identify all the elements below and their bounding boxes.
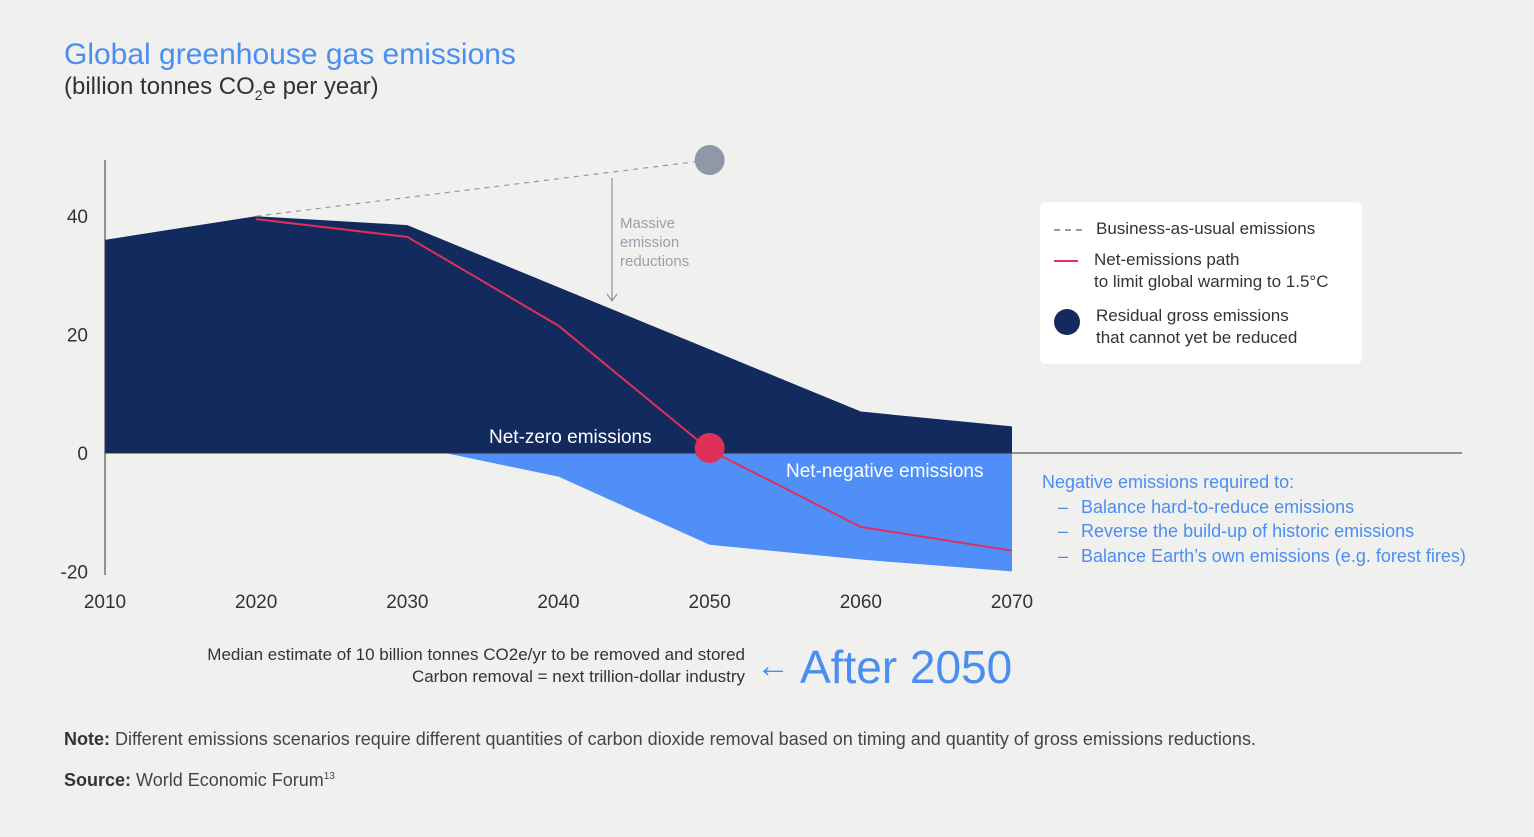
- removal-estimate-note: Median estimate of 10 billion tonnes CO2…: [0, 644, 745, 688]
- removal-estimate-line2: Carbon removal = next trillion-dollar in…: [411, 667, 745, 686]
- red-line-icon: [1054, 260, 1078, 262]
- subtitle-pre: (billion tonnes CO: [64, 73, 255, 100]
- legend-label-bau: Business-as-usual emissions: [1096, 219, 1316, 238]
- removal-estimate-line1: Median estimate of 10 billion tonnes CO2…: [207, 645, 745, 664]
- dashed-line-icon: [1054, 229, 1082, 231]
- source-footnote-ref: 13: [323, 771, 335, 782]
- y-tick-label: 0: [77, 444, 88, 465]
- note-label: Note:: [64, 729, 110, 749]
- x-tick-label: 2070: [991, 592, 1033, 613]
- massive-reductions-label: reductions: [620, 253, 689, 270]
- negative-note-item: Balance hard-to-reduce emissions: [1042, 495, 1466, 520]
- negative-emissions-area: [105, 453, 1012, 572]
- x-tick-label: 2020: [235, 592, 277, 613]
- y-tick-label: 40: [67, 207, 88, 228]
- x-tick-label: 2050: [689, 592, 731, 613]
- legend: Business-as-usual emissions Net-emission…: [1040, 202, 1362, 364]
- legend-item-residual: Residual gross emissions that cannot yet…: [1054, 305, 1297, 349]
- net-negative-label: Net-negative emissions: [786, 461, 983, 482]
- after-2050-label: After 2050: [800, 641, 1013, 693]
- massive-reductions-label: emission: [620, 234, 679, 251]
- x-tick-label: 2030: [386, 592, 428, 613]
- navy-dot-icon: [1054, 309, 1080, 335]
- subtitle-sub: 2: [254, 86, 263, 103]
- x-tick-label: 2010: [84, 592, 126, 613]
- bau-emissions-line: [256, 159, 710, 217]
- gross-emissions-area: [105, 216, 1012, 453]
- legend-label-net-path: Net-emissions path to limit global warmi…: [1094, 250, 1329, 291]
- net-zero-marker: [694, 433, 725, 464]
- note-text: Different emissions scenarios require di…: [110, 729, 1256, 749]
- chart-subtitle: (billion tonnes CO2e per year): [64, 72, 516, 110]
- negative-emissions-note: Negative emissions required to: Balance …: [1042, 470, 1466, 568]
- source-text: World Economic Forum: [131, 770, 324, 790]
- footnote: Note: Different emissions scenarios requ…: [64, 729, 1256, 750]
- negative-note-list: Balance hard-to-reduce emissions Reverse…: [1042, 495, 1466, 569]
- left-arrow-icon: ←: [756, 647, 790, 685]
- legend-item-bau: Business-as-usual emissions: [1054, 218, 1315, 240]
- legend-item-net-path: Net-emissions path to limit global warmi…: [1054, 249, 1329, 293]
- source-line: Source: World Economic Forum13: [64, 770, 335, 791]
- x-tick-label: 2040: [537, 592, 579, 613]
- reductions-arrow-head: [606, 293, 618, 303]
- legend-label-residual: Residual gross emissions that cannot yet…: [1096, 306, 1298, 347]
- net-emissions-line: [256, 218, 1013, 552]
- subtitle-post: e per year): [262, 73, 379, 100]
- net-zero-label: Net-zero emissions: [489, 427, 652, 448]
- negative-note-heading: Negative emissions required to:: [1042, 472, 1295, 492]
- massive-reductions-label: Massive: [620, 215, 675, 232]
- negative-note-item: Reverse the build-up of historic emissio…: [1042, 519, 1466, 544]
- y-tick-label: 20: [67, 326, 88, 347]
- x-tick-label: 2060: [840, 592, 882, 613]
- title-block: Global greenhouse gas emissions (billion…: [64, 38, 516, 110]
- y-tick-label: -20: [61, 562, 88, 583]
- chart-title: Global greenhouse gas emissions: [64, 38, 516, 71]
- negative-note-item: Balance Earth’s own emissions (e.g. fore…: [1042, 544, 1466, 569]
- source-label: Source:: [64, 770, 132, 790]
- bau-2050-marker: [694, 144, 725, 175]
